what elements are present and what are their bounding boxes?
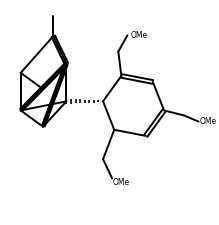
Text: OMe: OMe [200, 117, 217, 126]
Text: OMe: OMe [112, 178, 129, 187]
Text: OMe: OMe [131, 31, 148, 40]
